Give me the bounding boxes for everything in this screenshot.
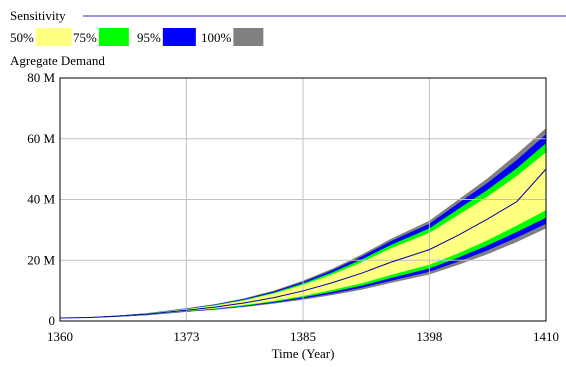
series-line-0 [59,168,547,319]
y-tick-label-2: 40 M [27,192,55,207]
x-tick-label-4: 1410 [533,329,559,344]
chart-title: Agregate Demand [10,53,105,68]
legend-title: Sensitivity [10,8,66,23]
x-tick-label-3: 1398 [416,329,442,344]
y-tick-label-4: 80 M [27,70,55,85]
legend-label-2: 95% [137,30,161,45]
x-axis-label: Time (Year) [272,346,335,361]
y-tick-label-1: 20 M [27,252,55,267]
y-axis: 0 20 M 40 M 60 M 80 M [27,70,55,328]
legend-swatch-1 [98,28,129,46]
x-tick-label-0: 1360 [47,329,73,344]
legend-swatch-0 [35,28,72,46]
band-1 [60,134,546,318]
legend-swatch-3 [233,28,264,46]
plot-frame [59,77,547,322]
y-tick-label-0: 0 [49,313,56,328]
x-tick-label-2: 1385 [290,329,316,344]
plot-series [59,168,547,319]
legend-label-1: 75% [73,30,97,45]
legend-label-3: 100% [201,30,232,45]
legend-swatch-2 [162,28,196,46]
plot-grid [60,78,546,321]
y-tick-label-3: 60 M [27,131,55,146]
x-tick-label-1: 1373 [173,329,199,344]
legend: 50% 75% 95% 100% [10,28,264,46]
x-axis: 1360 1373 1385 1398 1410 [47,329,559,344]
legend-label-0: 50% [10,30,34,45]
